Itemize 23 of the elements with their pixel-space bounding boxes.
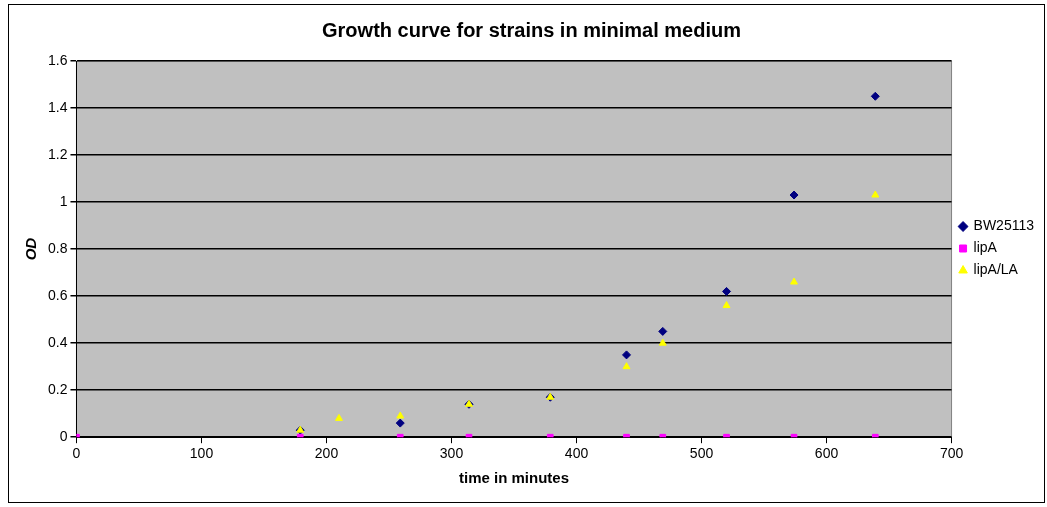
y-tick-label: 0.8: [47, 239, 68, 256]
x-tick-label: 100: [189, 445, 214, 462]
y-tick-label: 1: [59, 192, 68, 209]
x-axis-title: time in minutes: [458, 469, 570, 487]
legend-label: lipA: [973, 239, 998, 256]
y-tick-label: 1.6: [47, 51, 68, 68]
x-tick-label: 0: [72, 445, 81, 462]
y-tick-label: 1.2: [47, 145, 68, 162]
x-tick-label: 500: [689, 445, 714, 462]
y-tick-label: 0: [59, 428, 68, 445]
x-tick-label: 600: [814, 445, 839, 462]
x-tick-label: 700: [939, 445, 964, 462]
x-tick-label: 300: [439, 445, 464, 462]
y-tick-label: 0.4: [47, 334, 68, 351]
chart-title: Growth curve for strains in minimal medium: [322, 18, 741, 41]
legend-label: BW25113: [973, 217, 1035, 234]
y-axis-title: OD: [22, 237, 40, 261]
y-tick-label: 1.4: [47, 98, 68, 115]
x-tick-label: 400: [564, 445, 589, 462]
legend-label: lipA/LA: [973, 261, 1019, 278]
y-tick-label: 0.2: [47, 381, 68, 398]
x-tick-label: 200: [314, 445, 339, 462]
y-tick-label: 0.6: [47, 286, 68, 303]
